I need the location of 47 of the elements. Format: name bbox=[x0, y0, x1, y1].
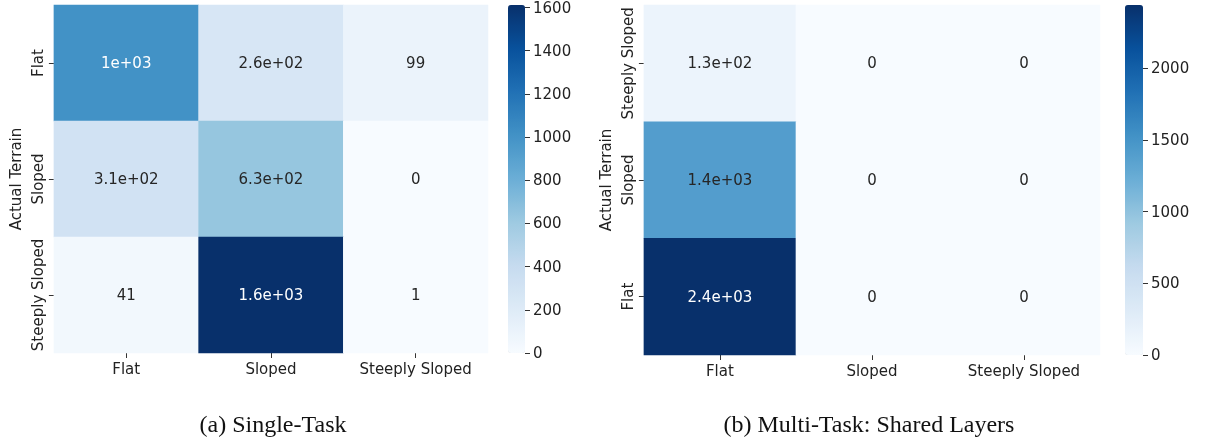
y-tick-label: Flat bbox=[29, 48, 48, 77]
data-label: 1.6e+03 bbox=[238, 286, 304, 304]
color-bar-label: 1500 bbox=[1151, 130, 1190, 149]
color-bar-label: 1400 bbox=[533, 41, 572, 60]
y-tick-label: Sloped bbox=[619, 154, 638, 206]
data-label: 2.6e+02 bbox=[238, 54, 304, 72]
y-axis-title: Actual Terrain bbox=[6, 127, 25, 231]
data-label: 1.3e+02 bbox=[687, 54, 753, 73]
data-label: 2.4e+03 bbox=[687, 287, 753, 306]
data-label: 99 bbox=[406, 54, 426, 72]
text: (a) Single-Task bbox=[199, 411, 347, 437]
color-bar-label: 1000 bbox=[533, 128, 572, 147]
color-bar-label: 0 bbox=[533, 344, 543, 362]
data-label: 0 bbox=[1019, 171, 1029, 189]
color-bar-label: 500 bbox=[1151, 274, 1180, 293]
y-tick-label: Sloped bbox=[29, 153, 48, 205]
data-label: 6.3e+02 bbox=[238, 170, 304, 188]
color-bar-label: 0 bbox=[1151, 346, 1161, 364]
color-bar-label: 800 bbox=[533, 171, 562, 190]
data-label: 0 bbox=[867, 54, 877, 73]
color-bar-label: 1600 bbox=[533, 0, 572, 17]
x-tick-label: Sloped bbox=[245, 359, 297, 378]
color-bar-label: 1200 bbox=[533, 84, 572, 103]
data-label: 0 bbox=[867, 287, 877, 306]
x-tick-label: Sloped bbox=[846, 361, 898, 380]
x-tick-label: Flat bbox=[112, 359, 141, 378]
color-bar-label: 400 bbox=[533, 257, 562, 276]
text: (b) Multi-Task: Shared Layers bbox=[723, 411, 1015, 437]
data-label: 41 bbox=[116, 286, 136, 304]
x-tick-label: Flat bbox=[705, 361, 734, 380]
color-bar-label: 2000 bbox=[1151, 59, 1190, 78]
y-tick-label: Flat bbox=[619, 282, 638, 311]
data-label: 0 bbox=[1019, 54, 1029, 73]
data-label: 1e+03 bbox=[101, 54, 152, 72]
data-label: 0 bbox=[1019, 287, 1029, 306]
data-label: 3.1e+02 bbox=[93, 170, 159, 188]
color-bar-label: 1000 bbox=[1151, 202, 1190, 221]
data-label: 0 bbox=[867, 171, 877, 189]
data-label: 1 bbox=[410, 286, 421, 304]
y-tick-label: Steeply Sloped bbox=[619, 7, 638, 120]
data-label: 1.4e+03 bbox=[687, 171, 753, 189]
y-axis-title: Actual Terrain bbox=[596, 128, 615, 232]
x-tick-label: Steeply Sloped bbox=[967, 361, 1081, 380]
color-bar-label: 200 bbox=[533, 300, 562, 319]
x-tick-label: Steeply Sloped bbox=[359, 359, 472, 378]
data-label: 0 bbox=[410, 170, 421, 188]
color-bar-label: 600 bbox=[533, 214, 562, 233]
